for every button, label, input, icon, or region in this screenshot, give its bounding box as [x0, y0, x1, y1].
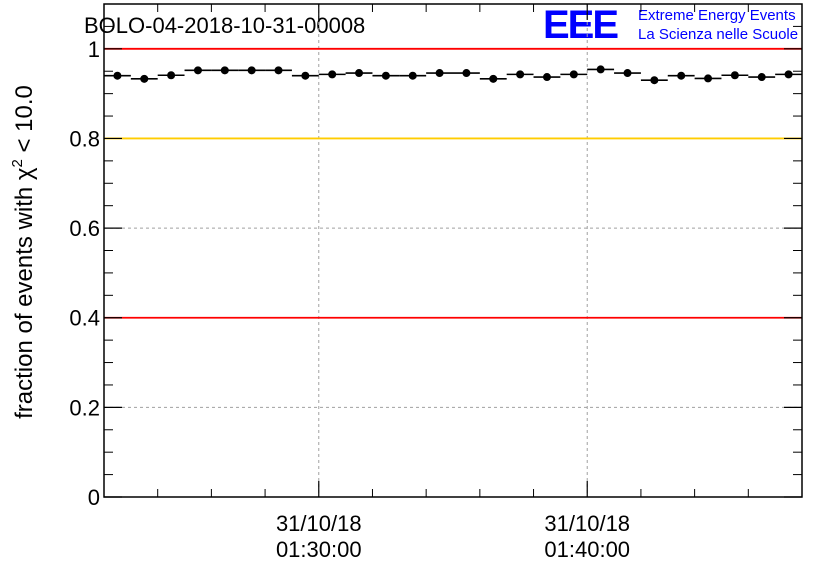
data-point: [516, 70, 525, 79]
data-point: [489, 74, 498, 83]
data-point: [408, 71, 417, 80]
y-tick-label: 0.6: [69, 216, 100, 241]
data-point: [274, 66, 283, 75]
data-point: [193, 66, 202, 75]
data-point: [569, 70, 578, 79]
logo-line-2: La Scienza nelle Scuole: [638, 26, 798, 43]
x-tick-date-label: 31/10/18: [276, 511, 362, 536]
data-points: [104, 65, 802, 85]
y-axis-label-superscript: 2: [9, 159, 26, 167]
axis-ticks: [103, 3, 803, 498]
logo-mark: EEE: [543, 3, 618, 47]
x-tick-date-label: 31/10/18: [544, 511, 630, 536]
y-axis-label-main: fraction of events with χ: [11, 167, 38, 419]
tick-labels: 00.20.40.60.8131/10/1801:30:0031/10/1801…: [69, 37, 630, 562]
y-tick-label: 0.8: [69, 126, 100, 151]
y-tick-label: 0.4: [69, 306, 100, 331]
data-point: [596, 65, 605, 74]
data-point: [381, 71, 390, 80]
data-point: [542, 73, 551, 82]
data-point: [730, 71, 739, 80]
x-tick-time-label: 01:40:00: [544, 537, 630, 562]
data-point: [167, 71, 176, 80]
data-point: [355, 69, 364, 78]
eee-logo: EEE Extreme Energy Events La Scienza nel…: [543, 3, 798, 47]
logo-line-1: Extreme Energy Events: [638, 7, 796, 24]
data-point: [140, 74, 149, 83]
data-point: [704, 74, 713, 83]
data-point: [757, 73, 766, 82]
reference-lines: [104, 47, 802, 319]
y-axis-label-tail: < 10.0: [11, 85, 38, 159]
data-point: [435, 69, 444, 78]
data-point: [623, 69, 632, 78]
data-point: [462, 69, 471, 78]
data-point: [328, 70, 337, 79]
y-tick-label: 0.2: [69, 395, 100, 420]
chart-title: BOLO-04-2018-10-31-00008: [84, 13, 365, 38]
y-tick-label: 0: [88, 485, 100, 510]
y-tick-label: 1: [88, 37, 100, 62]
data-point: [677, 71, 686, 80]
data-point: [784, 70, 793, 79]
x-tick-time-label: 01:30:00: [276, 537, 362, 562]
data-point: [650, 76, 659, 85]
data-point: [247, 66, 256, 75]
y-axis-label: fraction of events with χ2 < 10.0: [9, 85, 38, 419]
data-point: [220, 66, 229, 75]
data-point: [301, 71, 310, 80]
data-point: [113, 71, 122, 80]
